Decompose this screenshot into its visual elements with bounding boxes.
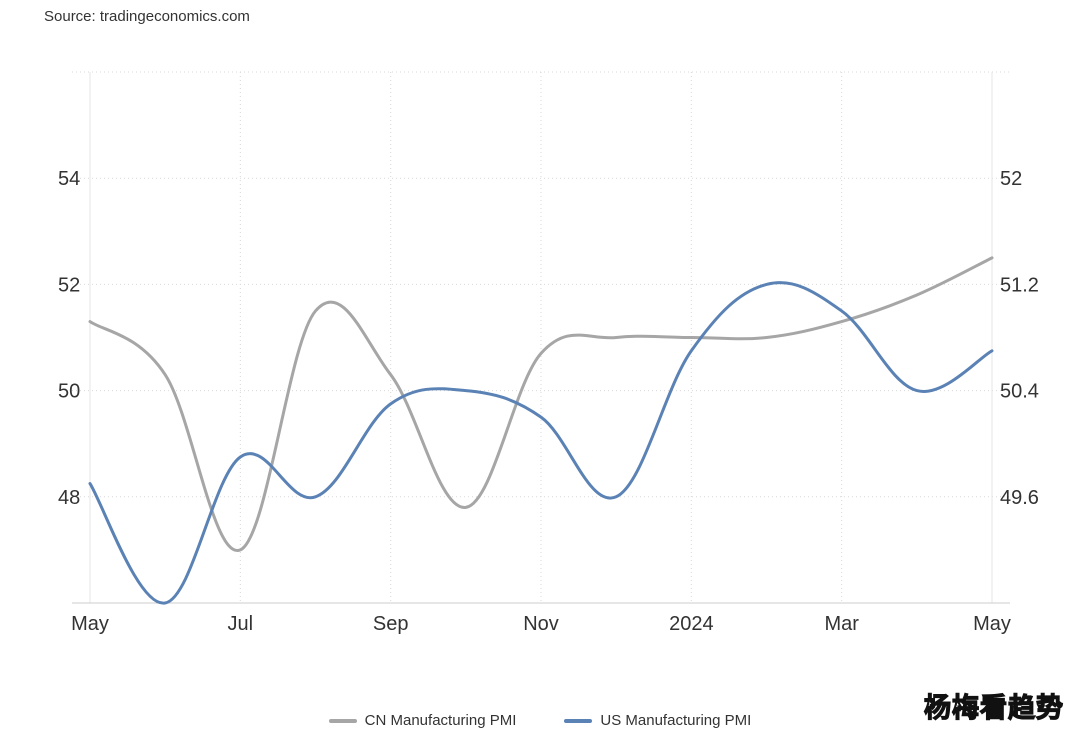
x-tick-label: Jul [228, 613, 254, 635]
tick-labels: 48 50 52 54 49.6 50.4 51.2 52 May Jul Sep Nov 2024 Ma… [58, 168, 1039, 635]
right-tick-label: 49.6 [1000, 487, 1039, 509]
legend-swatch-us [564, 718, 593, 723]
series-line-cn[interactable] [88, 256, 994, 552]
legend-swatch-cn [328, 718, 357, 723]
x-tick-label: 2024 [669, 613, 714, 635]
watermark-text: 杨梅看趋势 [923, 692, 1064, 724]
x-tick-label: Mar [824, 613, 859, 635]
x-tick-label: Nov [523, 613, 559, 635]
legend-item-us[interactable]: US Manufacturing PMI [564, 712, 751, 729]
left-tick-label: 54 [58, 168, 80, 190]
grid-lines [72, 71, 1010, 603]
left-tick-label: 52 [58, 274, 80, 296]
x-tick-label: May [973, 613, 1011, 635]
legend-label-us: US Manufacturing PMI [600, 712, 752, 729]
x-tick-label: Sep [373, 613, 409, 635]
series-line-us[interactable] [88, 281, 994, 605]
chart-legend: CN Manufacturing PMI US Manufacturing PM… [0, 712, 1080, 729]
x-tick-label: May [71, 613, 109, 635]
left-tick-label: 48 [58, 487, 80, 509]
legend-item-cn[interactable]: CN Manufacturing PMI [328, 712, 517, 729]
left-tick-label: 50 [58, 381, 80, 403]
chart-source: Source: tradingeconomics.com [44, 8, 250, 25]
right-tick-label: 51.2 [1000, 274, 1039, 296]
axis-lines [72, 72, 1010, 604]
series-lines [88, 256, 994, 605]
legend-label-cn: CN Manufacturing PMI [364, 712, 517, 729]
right-tick-label: 50.4 [1000, 381, 1039, 403]
right-tick-label: 52 [1000, 168, 1022, 190]
